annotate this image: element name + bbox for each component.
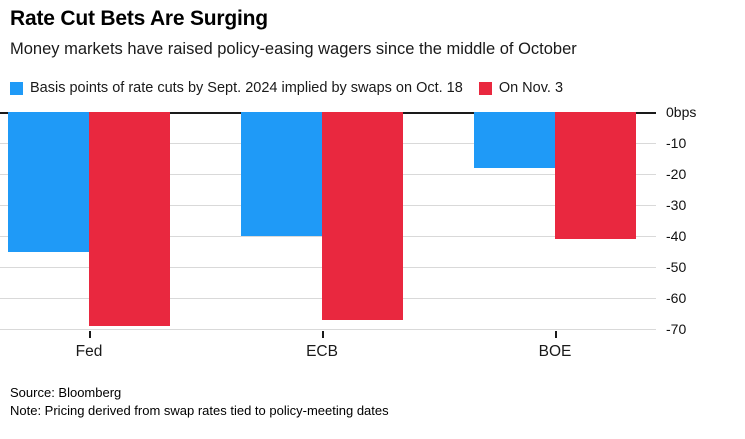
y-tick-label: -70 <box>666 321 687 337</box>
bar-fed-oct18 <box>8 112 89 252</box>
y-tick-label: -20 <box>666 166 687 182</box>
legend-item-oct18: Basis points of rate cuts by Sept. 2024 … <box>10 80 463 96</box>
x-tick-label-fed: Fed <box>75 343 103 360</box>
page-title: Rate Cut Bets Are Surging <box>10 7 268 30</box>
x-tick <box>322 331 324 338</box>
legend-swatch-nov3 <box>478 81 492 95</box>
source-text: Source: Bloomberg <box>10 385 122 400</box>
x-tick-label-ecb: ECB <box>306 343 338 360</box>
legend: Basis points of rate cuts by Sept. 2024 … <box>10 80 563 96</box>
bar-boe-nov3 <box>555 112 636 240</box>
bar-boe-oct18 <box>474 112 555 168</box>
y-tick-label: 0bps <box>666 104 697 120</box>
bar-ecb-oct18 <box>241 112 322 236</box>
chart-subtitle: Money markets have raised policy-easing … <box>10 40 577 58</box>
legend-label-nov3: On Nov. 3 <box>498 80 564 96</box>
y-tick-label: -50 <box>666 259 687 275</box>
note-text: Note: Pricing derived from swap rates ti… <box>10 403 389 418</box>
plot-area <box>0 112 656 330</box>
y-tick-label: -60 <box>666 290 687 306</box>
y-tick-label: -10 <box>666 135 687 151</box>
chart-area: 0bps -10 -20 -30 -40 -50 -60 -70 Fed ECB BOE <box>0 104 745 372</box>
legend-label-oct18: Basis points of rate cuts by Sept. 2024 … <box>30 80 463 96</box>
legend-item-nov3: On Nov. 3 <box>478 80 564 96</box>
x-tick <box>555 331 557 338</box>
legend-swatch-oct18 <box>10 81 23 95</box>
y-tick-label: -30 <box>666 197 687 213</box>
x-tick <box>89 331 91 338</box>
x-tick-label-boe: BOE <box>538 343 572 360</box>
footer: Source: Bloomberg Note: Pricing derived … <box>10 384 389 420</box>
bar-ecb-nov3 <box>322 112 403 320</box>
y-tick-label: -40 <box>666 228 687 244</box>
gridline <box>0 329 656 330</box>
bar-fed-nov3 <box>89 112 170 326</box>
